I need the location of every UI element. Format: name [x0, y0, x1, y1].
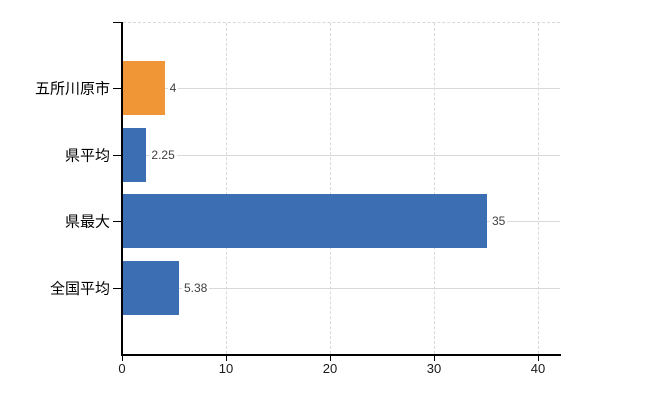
- x-axis-tick: [434, 356, 435, 361]
- x-gridline: [434, 23, 435, 354]
- category-label: 五所川原市: [34, 80, 110, 98]
- bar: [123, 194, 487, 249]
- row-gridline: [123, 154, 560, 156]
- bar: [123, 61, 165, 116]
- x-tick-label: 20: [322, 361, 338, 376]
- x-axis-tick: [122, 356, 123, 361]
- y-axis-top-tick: [113, 22, 121, 23]
- x-axis-tick: [538, 356, 539, 361]
- bar-value-label: 35: [490, 214, 508, 229]
- x-gridline: [226, 23, 227, 354]
- x-tick-label: 10: [218, 361, 234, 376]
- category-label: 全国平均: [49, 280, 110, 298]
- x-axis-tick: [330, 356, 331, 361]
- bar: [123, 127, 147, 182]
- x-gridline: [330, 23, 331, 354]
- x-axis-line: [121, 354, 561, 356]
- bar-value-label: 4: [167, 81, 179, 96]
- bar-value-label: 5.38: [181, 280, 210, 295]
- x-tick-label: 30: [426, 361, 442, 376]
- x-tick-label: 0: [118, 361, 126, 376]
- y-axis-tick: [113, 221, 121, 223]
- bar: [123, 260, 179, 315]
- x-gridline: [538, 23, 539, 354]
- bar-value-label: 2.25: [149, 147, 177, 162]
- y-axis-tick: [113, 154, 121, 156]
- row-gridline: [123, 287, 560, 289]
- plot-top-border: [123, 22, 560, 23]
- x-axis-tick: [226, 356, 227, 361]
- y-axis-tick: [113, 287, 121, 289]
- y-axis-line: [121, 22, 123, 356]
- x-tick-label: 40: [530, 361, 546, 376]
- y-axis-tick: [113, 88, 121, 90]
- category-label: 県最大: [64, 213, 110, 231]
- category-label: 県平均: [64, 147, 110, 165]
- row-gridline: [123, 88, 560, 90]
